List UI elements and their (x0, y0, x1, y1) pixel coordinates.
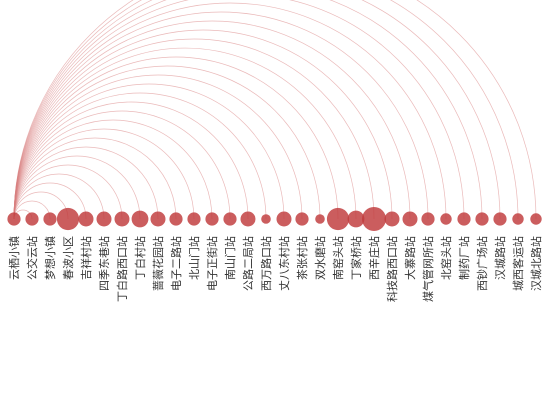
node-label: 城西客运站 (511, 236, 525, 291)
arc-link (13, 0, 519, 220)
node-circle[interactable] (7, 212, 21, 226)
node-label: 公交云站 (25, 236, 39, 280)
node-label: 电子正街站 (205, 236, 219, 291)
node-circle[interactable] (315, 214, 325, 224)
arc-link (13, 155, 141, 220)
arc-link (13, 164, 123, 220)
arc-link (13, 0, 483, 220)
node-circle[interactable] (223, 212, 237, 226)
node-label: 南山门站 (223, 236, 237, 280)
arc-link (13, 110, 231, 220)
node-circle[interactable] (421, 212, 435, 226)
node-label: 公路二局站 (241, 236, 255, 291)
arc-link (13, 0, 501, 220)
node-circle[interactable] (295, 212, 309, 226)
node-label: 梦想小镇 (43, 236, 57, 280)
node-label: 丈八东村站 (277, 236, 291, 291)
node-circle[interactable] (187, 212, 201, 226)
node-label: 西钞广场站 (475, 236, 489, 291)
nodes-layer (7, 207, 542, 231)
arc-link (13, 74, 303, 220)
node-label: 科技路西口站 (385, 236, 399, 302)
arc-link (13, 0, 537, 220)
arc-link (13, 191, 69, 220)
arc-link (13, 83, 285, 220)
node-circle[interactable] (25, 212, 39, 226)
node-circle[interactable] (457, 212, 471, 226)
node-circle[interactable] (402, 211, 418, 227)
node-label: 制药厂站 (457, 236, 471, 280)
arc-link (13, 2, 447, 220)
arc-link (13, 119, 213, 220)
arc-link (13, 182, 87, 220)
node-label: 南窑头站 (331, 236, 345, 280)
node-circle[interactable] (169, 212, 183, 226)
arc-link (13, 29, 393, 220)
node-circle[interactable] (384, 211, 400, 227)
node-circle[interactable] (240, 211, 256, 227)
node-circle[interactable] (96, 211, 112, 227)
node-circle[interactable] (493, 212, 507, 226)
node-label: 汉城北路站 (529, 236, 543, 291)
arc-link (13, 0, 465, 220)
arc-link (13, 11, 429, 220)
node-label: 云栖小镇 (7, 236, 21, 280)
node-circle[interactable] (362, 207, 386, 231)
node-circle[interactable] (131, 210, 149, 228)
node-circle[interactable] (326, 207, 350, 231)
node-circle[interactable] (512, 213, 524, 225)
node-label: 电子二路站 (169, 236, 183, 291)
node-label: 春波小区 (62, 236, 75, 280)
node-circle[interactable] (78, 211, 94, 227)
arc-link (13, 92, 267, 220)
node-label: 丁白村站 (133, 236, 147, 280)
node-label: 北山门站 (187, 236, 201, 280)
node-circle[interactable] (347, 210, 365, 228)
node-circle[interactable] (440, 213, 452, 225)
node-label: 大寨路站 (403, 236, 417, 280)
node-label: 蔷薇花园站 (151, 236, 165, 291)
node-circle[interactable] (530, 213, 542, 225)
arc-link (13, 47, 357, 220)
node-label: 汉城路站 (493, 236, 507, 280)
arc-link (13, 38, 375, 220)
node-circle[interactable] (43, 212, 57, 226)
node-circle[interactable] (205, 212, 219, 226)
node-label: 西辛庄站 (367, 236, 381, 280)
arc-link (13, 101, 249, 220)
node-label: 吉祥村站 (79, 236, 93, 280)
arc-link (13, 146, 159, 220)
arc-link (13, 20, 411, 220)
node-circle[interactable] (261, 214, 271, 224)
links-layer (13, 0, 537, 220)
node-label: 北窑头站 (439, 236, 453, 280)
arc-link (13, 173, 105, 220)
node-circle[interactable] (276, 211, 292, 227)
node-label: 煤气管网所站 (421, 236, 435, 302)
node-label: 丁白路西口站 (115, 236, 129, 302)
node-label: 丁家桥站 (349, 236, 363, 280)
arc-link (13, 200, 51, 220)
arc-link (13, 65, 321, 220)
node-circle[interactable] (475, 212, 489, 226)
arc-link (13, 56, 339, 220)
node-label: 双水磨站 (313, 236, 327, 280)
arc-link (13, 137, 177, 220)
node-label: 四季东巷站 (97, 236, 111, 291)
labels-layer: 云栖小镇 公交云站 梦想小镇 春波小区 吉祥村站 四季东巷站 丁白路西口站 丁白村站 蔷薇花园站… (7, 236, 543, 302)
node-label: 茶张村站 (295, 236, 309, 280)
arc-link (13, 128, 195, 220)
node-circle[interactable] (56, 207, 80, 231)
node-circle[interactable] (150, 211, 166, 227)
node-label: 西万路口站 (259, 236, 273, 291)
node-circle[interactable] (114, 211, 130, 227)
